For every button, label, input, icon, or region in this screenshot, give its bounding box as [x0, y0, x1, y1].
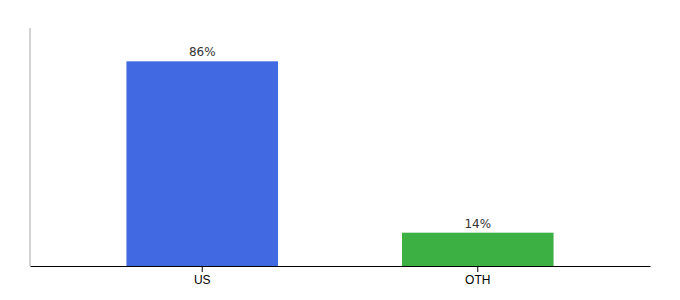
- y-axis-line: [30, 28, 31, 266]
- bar: [126, 61, 278, 266]
- data-label: 86%: [189, 45, 216, 59]
- x-tick-mark: [477, 266, 478, 272]
- x-tick-label: US: [194, 273, 211, 287]
- x-tick: US: [194, 266, 211, 287]
- x-tick-label: OTH: [465, 273, 490, 287]
- y-axis: [30, 28, 31, 266]
- plot-area: US OTH 86% 14%: [30, 28, 651, 287]
- x-axis: US OTH: [31, 266, 651, 287]
- chart-container: US OTH 86% 14%: [0, 0, 680, 300]
- data-label: 14%: [464, 217, 491, 231]
- x-axis-line: [31, 266, 651, 267]
- data-labels: 86% 14%: [189, 45, 491, 230]
- bar: [402, 233, 554, 266]
- bars: [126, 61, 553, 266]
- x-tick: OTH: [465, 266, 490, 287]
- x-tick-mark: [202, 266, 203, 272]
- chart-svg: US OTH 86% 14%: [0, 0, 680, 300]
